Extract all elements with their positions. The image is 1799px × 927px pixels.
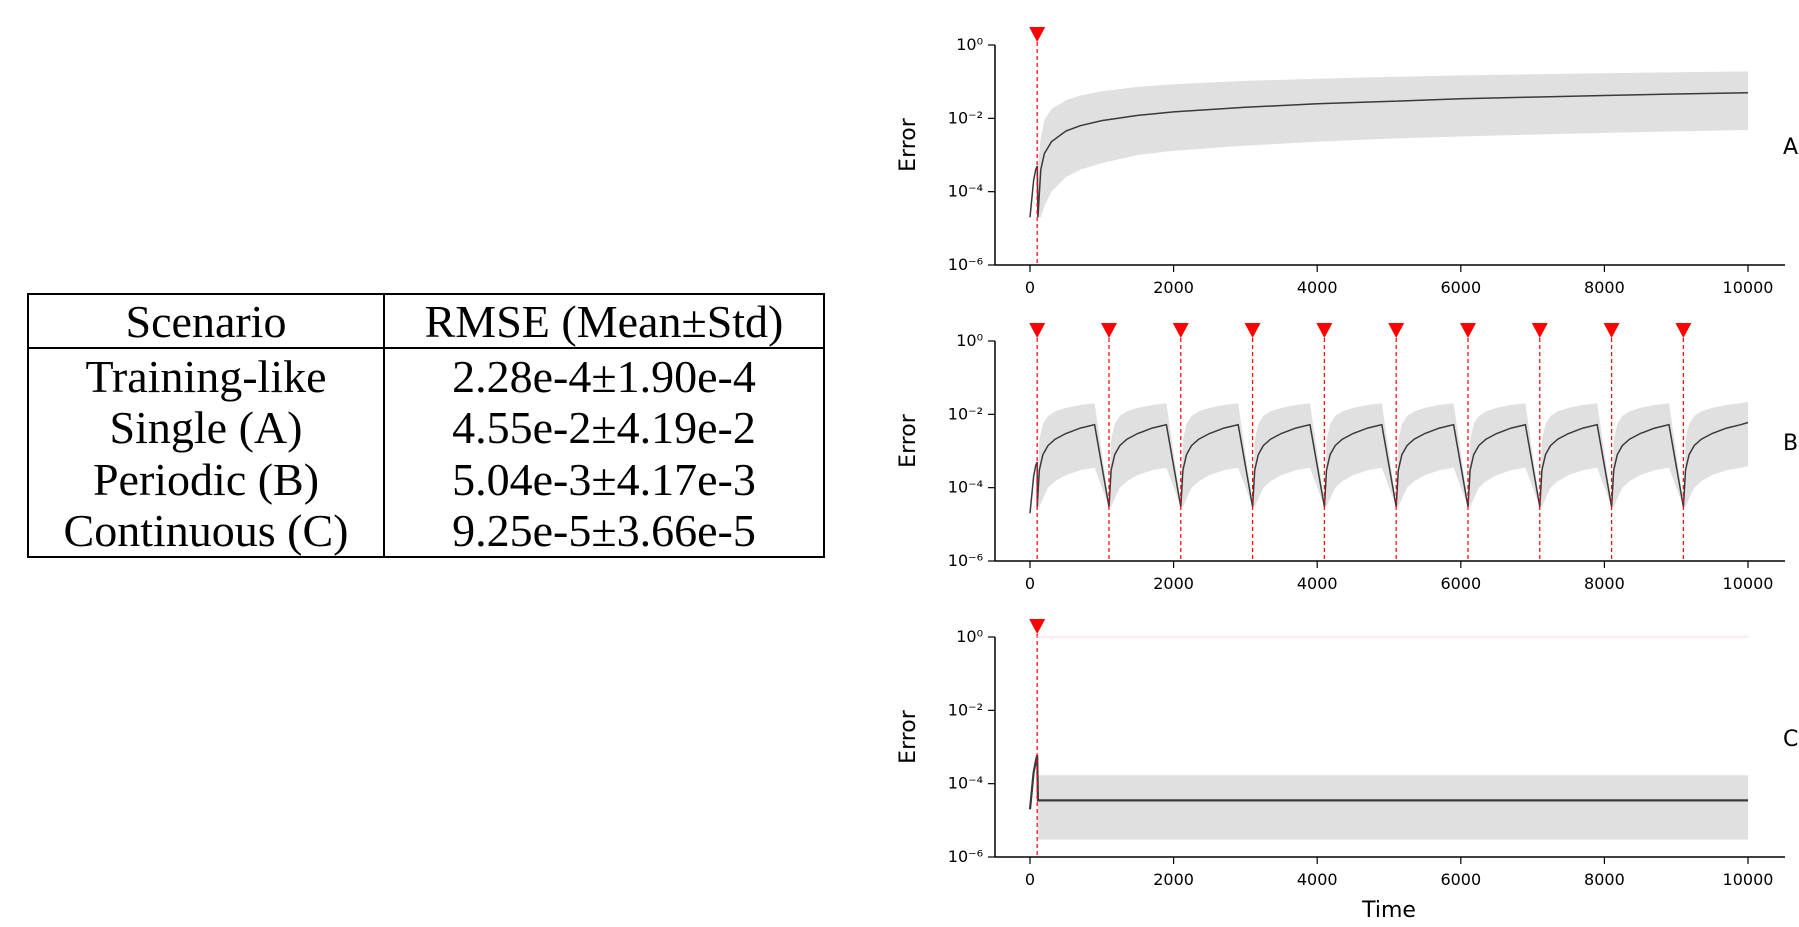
y-tick-label: 10⁰ xyxy=(956,627,983,646)
rmse-cell: 2.28e-4±1.90e-4 xyxy=(452,351,756,403)
x-tick-label: 0 xyxy=(1025,278,1035,297)
scenario-cell: Periodic (B) xyxy=(28,453,385,505)
panel-b: 10⁻⁶ 10⁻⁴ 10⁻² 10⁰ 0 2000 4000 6000 8000 10000 Err… xyxy=(896,323,1798,593)
x-tick-label: 10000 xyxy=(1723,278,1774,297)
y-axis-label: Error xyxy=(896,117,921,172)
event-marker-icon xyxy=(1388,323,1405,338)
y-tick-label: 10⁰ xyxy=(956,331,983,350)
panel-a: 10⁻⁶ 10⁻⁴ 10⁻² 10⁰ 0 2000 4000 6000 8000 10000 Err… xyxy=(896,27,1798,297)
event-marker-icon xyxy=(1603,323,1620,338)
header-rmse: RMSE (Mean±Std) xyxy=(384,294,824,349)
results-table: Scenario RMSE (Mean±Std) Training-like 2… xyxy=(27,293,825,558)
event-marker-icon xyxy=(1675,323,1692,338)
table-row: Periodic (B) 5.04e-3±4.17e-3 xyxy=(28,453,824,505)
std-band xyxy=(1030,401,1748,514)
y-tick-label: 10⁻⁴ xyxy=(948,774,983,793)
std-band xyxy=(1030,755,1748,840)
x-tick-label: 10000 xyxy=(1723,870,1774,889)
rmse-cell: 4.55e-2±4.19e-2 xyxy=(452,402,756,454)
table-row: Training-like 2.28e-4±1.90e-4 xyxy=(28,348,824,403)
event-marker-icon xyxy=(1459,323,1476,338)
x-tick-label: 0 xyxy=(1025,870,1035,889)
scenario-cell: Training-like xyxy=(28,348,385,403)
table-row: Continuous (C) 9.25e-5±3.66e-5 xyxy=(28,504,824,557)
x-tick-label: 8000 xyxy=(1584,278,1625,297)
panel-label: B xyxy=(1783,431,1798,456)
x-tick-label: 6000 xyxy=(1440,574,1481,593)
y-tick-label: 10⁻² xyxy=(948,108,983,127)
x-tick-label: 6000 xyxy=(1440,278,1481,297)
y-tick-label: 10⁻⁶ xyxy=(948,551,983,570)
event-marker-icon xyxy=(1029,619,1046,634)
x-tick-label: 4000 xyxy=(1297,574,1338,593)
std-band xyxy=(1030,71,1748,218)
mean-line xyxy=(1028,754,1748,810)
scenario-cell: Single (A) xyxy=(28,402,385,454)
x-tick-label: 6000 xyxy=(1440,870,1481,889)
y-tick-label: 10⁻⁶ xyxy=(948,255,983,274)
panel-c: 10⁻⁶ 10⁻⁴ 10⁻² 10⁰ 0 2000 4000 6000 8000 10000 Err… xyxy=(896,619,1798,923)
y-tick-label: 10⁻⁶ xyxy=(948,847,983,866)
rmse-cell: 5.04e-3±4.17e-3 xyxy=(452,453,756,505)
event-marker-icon xyxy=(1100,323,1117,338)
scenario-cell: Continuous (C) xyxy=(28,504,385,557)
y-tick-label: 10⁻⁴ xyxy=(948,182,983,201)
rmse-cell: 9.25e-5±3.66e-5 xyxy=(452,504,756,556)
table-header-row: Scenario RMSE (Mean±Std) xyxy=(28,294,824,349)
y-axis-label: Error xyxy=(896,709,921,764)
y-tick-label: 10⁻⁴ xyxy=(948,478,983,497)
event-marker-icon xyxy=(1531,323,1548,338)
x-tick-label: 2000 xyxy=(1153,278,1194,297)
x-tick-label: 10000 xyxy=(1723,574,1774,593)
x-tick-label: 2000 xyxy=(1153,574,1194,593)
event-marker-icon xyxy=(1244,323,1261,338)
event-marker-icon xyxy=(1029,323,1046,338)
x-tick-label: 8000 xyxy=(1584,574,1625,593)
y-tick-label: 10⁻² xyxy=(948,404,983,423)
panel-label: A xyxy=(1783,135,1798,160)
x-tick-label: 0 xyxy=(1025,574,1035,593)
x-tick-label: 8000 xyxy=(1584,870,1625,889)
header-scenario: Scenario xyxy=(28,294,385,349)
event-marker-icon xyxy=(1029,27,1046,42)
y-tick-label: 10⁰ xyxy=(956,35,983,54)
x-tick-label: 4000 xyxy=(1297,278,1338,297)
mean-line xyxy=(1029,421,1749,514)
panel-label: C xyxy=(1783,727,1798,752)
y-tick-label: 10⁻² xyxy=(948,700,983,719)
y-axis-label: Error xyxy=(896,413,921,468)
x-axis-label: Time xyxy=(1361,898,1416,923)
event-marker-icon xyxy=(1316,323,1333,338)
x-tick-label: 2000 xyxy=(1153,870,1194,889)
table-row: Single (A) 4.55e-2±4.19e-2 xyxy=(28,402,824,454)
event-marker-icon xyxy=(1172,323,1189,338)
x-tick-label: 4000 xyxy=(1297,870,1338,889)
